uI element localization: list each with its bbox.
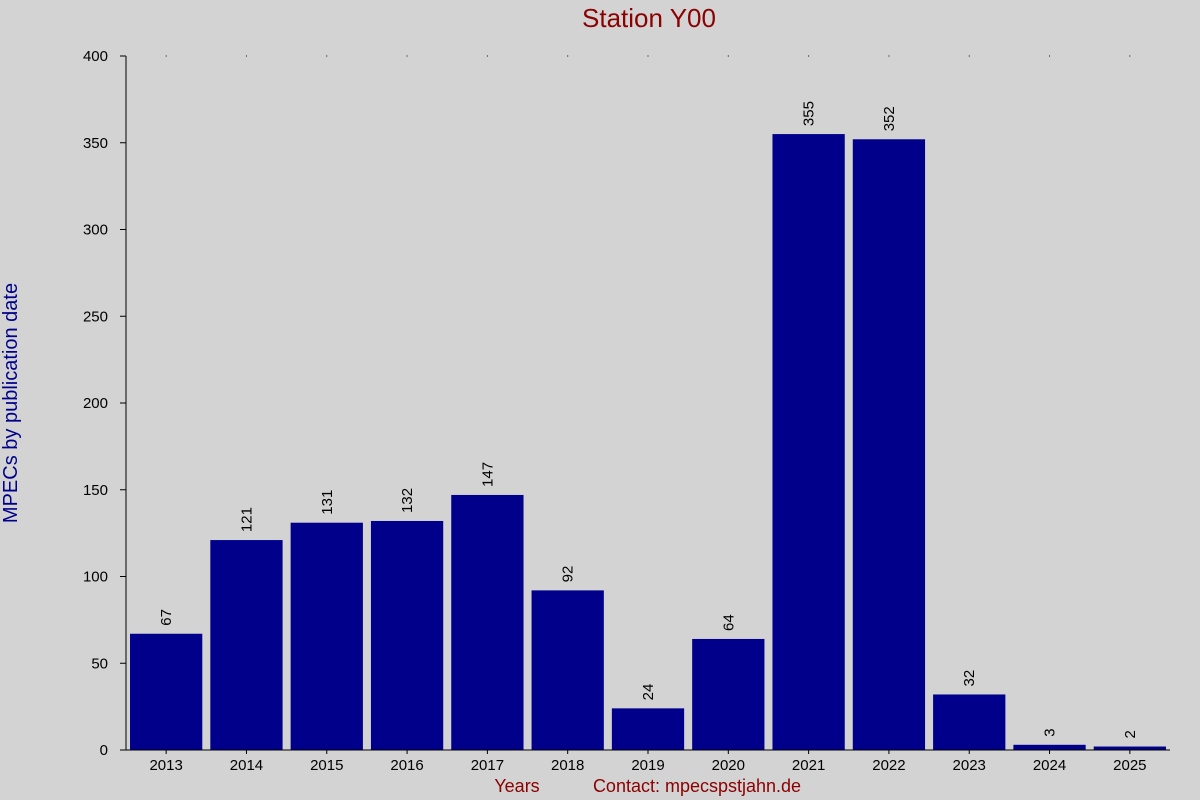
x-tick-label: 2017 — [471, 757, 504, 774]
x-tick-label: 2021 — [792, 757, 825, 774]
y-tick-label: 250 — [83, 308, 108, 325]
bar-2024 — [1013, 744, 1086, 750]
top-tick-dot — [326, 55, 328, 57]
top-tick-dot — [808, 55, 810, 57]
bar-2013 — [130, 633, 203, 750]
data-label-2019: 24 — [640, 684, 657, 701]
contact-note: Contact: mpecspstjahn.de — [593, 776, 801, 796]
x-tick-label: 2020 — [712, 757, 745, 774]
x-tick-label: 2024 — [1033, 757, 1066, 774]
data-label-2013: 67 — [158, 609, 175, 626]
y-tick-label: 400 — [83, 48, 108, 65]
data-label-2016: 132 — [399, 488, 416, 513]
x-tick-label: 2022 — [872, 757, 905, 774]
top-tick-dot — [406, 55, 408, 57]
top-tick-dot — [245, 55, 247, 57]
data-label-2014: 121 — [238, 507, 255, 532]
x-axis-label: Years — [494, 776, 539, 796]
data-label-2025: 2 — [1122, 730, 1139, 738]
top-tick-dot — [647, 55, 649, 57]
x-tick-label: 2015 — [310, 757, 343, 774]
axes: 0 50 100 150 200 250 300 350 400 2013 2014 2015 2016… — [83, 48, 1170, 774]
top-tick-dot — [1129, 55, 1131, 57]
bar-2023 — [933, 694, 1006, 750]
data-label-2024: 3 — [1042, 728, 1059, 736]
top-tick-dot — [968, 55, 970, 57]
top-tick-dot — [727, 55, 729, 57]
top-tick-dot — [1049, 55, 1051, 57]
x-tick-label: 2013 — [149, 757, 182, 774]
top-tick-dot — [567, 55, 569, 57]
bar-2018 — [531, 590, 604, 750]
y-tick-label: 0 — [100, 742, 108, 759]
data-label-2021: 355 — [801, 101, 818, 126]
top-tick-dot — [486, 55, 488, 57]
bar-2025 — [1093, 746, 1166, 750]
bar-2017 — [451, 494, 524, 750]
bar-2014 — [210, 540, 283, 750]
bar-2016 — [370, 520, 444, 750]
data-label-2015: 131 — [319, 490, 336, 515]
x-tick-label: 2025 — [1113, 757, 1146, 774]
x-tick-label: 2019 — [631, 757, 664, 774]
bar-2015 — [290, 522, 363, 750]
top-tick-dot — [165, 55, 167, 57]
top-tick-dot — [888, 55, 890, 57]
chart-title: Station Y00 — [582, 3, 716, 33]
y-tick-label: 300 — [83, 222, 108, 239]
x-tick-label: 2014 — [230, 757, 263, 774]
bar-2022 — [852, 139, 926, 750]
x-tick-label: 2016 — [390, 757, 423, 774]
y-tick-label: 350 — [83, 135, 108, 152]
y-tick-label: 150 — [83, 482, 108, 499]
data-label-2017: 147 — [479, 462, 496, 487]
y-tick-label: 50 — [91, 655, 108, 672]
data-label-2023: 32 — [961, 670, 978, 687]
bar-2021 — [772, 134, 845, 750]
y-tick-label: 200 — [83, 395, 108, 412]
data-label-2018: 92 — [560, 566, 577, 583]
bar-2019 — [611, 708, 685, 750]
y-tick-label: 100 — [83, 569, 108, 586]
bar-2020 — [692, 638, 765, 750]
x-tick-label: 2018 — [551, 757, 584, 774]
data-label-2022: 352 — [881, 106, 898, 131]
x-tick-label: 2023 — [953, 757, 986, 774]
data-label-2020: 64 — [720, 614, 737, 631]
y-axis-label: MPECs by publication date — [0, 283, 22, 523]
